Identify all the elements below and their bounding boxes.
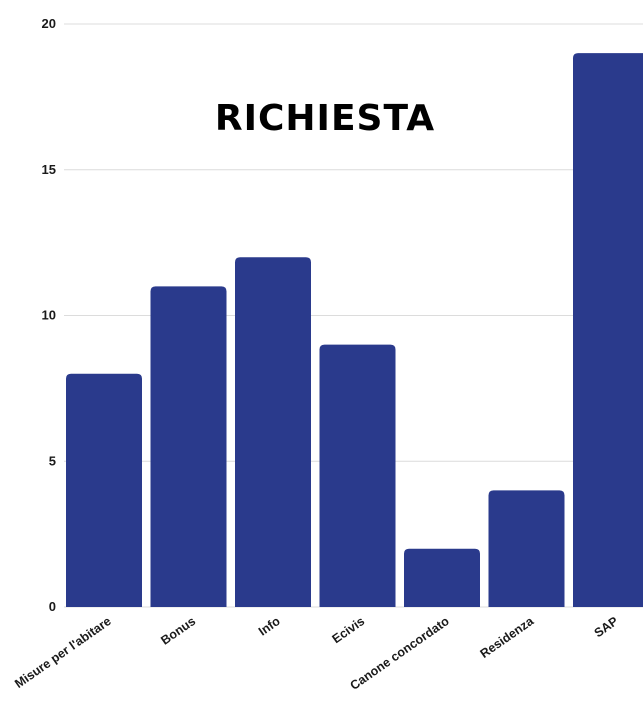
y-tick-label: 10	[42, 308, 56, 323]
bar	[235, 257, 311, 607]
y-tick-label: 20	[42, 16, 56, 31]
bar	[319, 344, 396, 607]
chart-title: RICHIESTA	[215, 98, 435, 139]
x-tick-label: Residenza	[478, 613, 538, 661]
y-tick-label: 5	[49, 453, 56, 468]
y-axis-ticks: 0 5 10 15 20	[42, 16, 56, 614]
bars	[66, 53, 643, 607]
bar	[150, 286, 227, 607]
x-tick-label: Bonus	[158, 614, 198, 648]
y-tick-label: 15	[42, 162, 56, 177]
y-tick-label: 0	[49, 599, 56, 614]
bar	[573, 53, 643, 607]
x-tick-label: Misure per l'abitare	[12, 614, 114, 691]
x-tick-label: Ecivis	[330, 614, 368, 646]
x-tick-label: SAP	[592, 614, 621, 640]
bar	[66, 373, 142, 607]
x-tick-label: Info	[256, 614, 283, 639]
x-axis-labels: Misure per l'abitare Bonus Info EcivisCanon…	[12, 613, 621, 692]
bar	[404, 548, 480, 607]
bar	[488, 490, 565, 607]
